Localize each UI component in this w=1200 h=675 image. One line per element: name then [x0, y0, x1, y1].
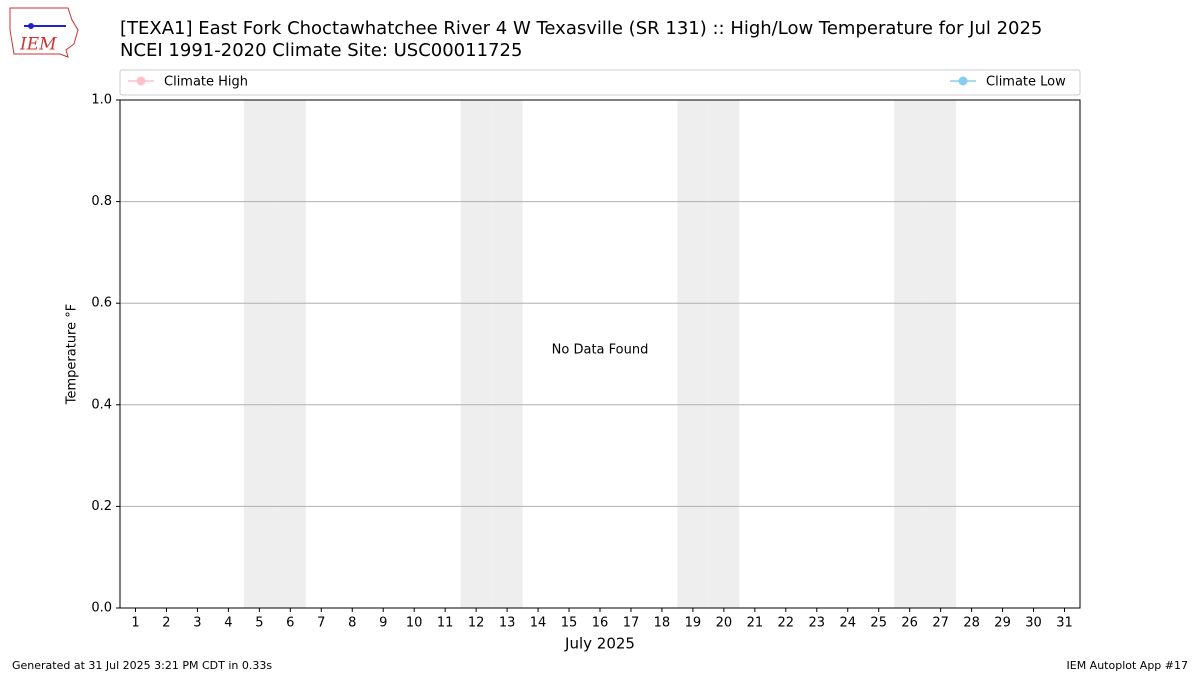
x-tick-label: 6	[286, 616, 294, 631]
weekend-band	[677, 100, 709, 608]
x-tick-label: 1	[131, 616, 139, 631]
x-tick-label: 7	[317, 616, 325, 631]
y-tick-label: 0.2	[91, 499, 112, 514]
legend-label: Climate Low	[986, 75, 1066, 90]
x-tick-label: 24	[839, 616, 856, 631]
x-tick-label: 16	[592, 616, 609, 631]
x-tick-label: 22	[778, 616, 795, 631]
weekend-band	[894, 100, 926, 608]
x-tick-label: 18	[654, 616, 671, 631]
x-tick-label: 2	[162, 616, 170, 631]
weekend-band	[243, 100, 275, 608]
legend	[119, 69, 1081, 96]
chart-subtitle: NCEI 1991-2020 Climate Site: USC00011725	[120, 40, 522, 61]
legend-swatch	[136, 76, 146, 86]
x-tick-label: 25	[870, 616, 887, 631]
logo-outline	[9, 7, 79, 58]
weekend-band	[460, 100, 492, 608]
y-tick-label: 1.0	[91, 93, 112, 108]
x-tick-label: 17	[623, 616, 640, 631]
x-axis-label: July 2025	[564, 635, 635, 653]
x-tick-label: 28	[963, 616, 980, 631]
x-tick-label: 8	[348, 616, 356, 631]
logo-text: IEM	[19, 35, 57, 55]
logo-icon	[28, 23, 34, 29]
x-tick-label: 20	[716, 616, 733, 631]
x-tick-label: 27	[932, 616, 949, 631]
x-tick-label: 15	[561, 616, 578, 631]
legend-label: Climate High	[164, 75, 248, 90]
x-tick-label: 3	[193, 616, 201, 631]
x-tick-label: 26	[901, 616, 918, 631]
y-tick-label: 0.4	[91, 397, 112, 412]
y-tick-label: 0.0	[91, 601, 112, 616]
y-axis-label: Temperature °F	[65, 304, 80, 405]
weekend-band	[708, 100, 740, 608]
logo: IEM	[9, 7, 79, 58]
x-tick-label: 9	[379, 616, 387, 631]
y-tick-label: 0.8	[91, 194, 112, 209]
x-tick-label: 4	[224, 616, 232, 631]
weekend-band	[925, 100, 957, 608]
x-tick-label: 21	[747, 616, 764, 631]
x-tick-label: 10	[406, 616, 423, 631]
x-tick-label: 31	[1056, 616, 1073, 631]
footer-left: Generated at 31 Jul 2025 3:21 PM CDT in …	[12, 659, 272, 672]
chart-title: [TEXA1] East Fork Choctawhatchee River 4…	[120, 18, 1042, 39]
x-tick-label: 11	[437, 616, 454, 631]
plot-frame	[119, 99, 1081, 609]
x-tick-label: 19	[685, 616, 702, 631]
y-tick-label: 0.6	[91, 296, 112, 311]
x-tick-label: 13	[499, 616, 516, 631]
footer-right: IEM Autoplot App #17	[1067, 659, 1189, 672]
weekend-band	[491, 100, 523, 608]
x-tick-label: 23	[809, 616, 826, 631]
x-tick-label: 14	[530, 616, 547, 631]
weekend-band	[274, 100, 306, 608]
x-tick-label: 29	[994, 616, 1011, 631]
x-tick-label: 30	[1025, 616, 1042, 631]
legend-swatch	[958, 76, 968, 86]
x-tick-label: 12	[468, 616, 485, 631]
annotation: No Data Found	[552, 343, 649, 358]
x-tick-label: 5	[255, 616, 263, 631]
